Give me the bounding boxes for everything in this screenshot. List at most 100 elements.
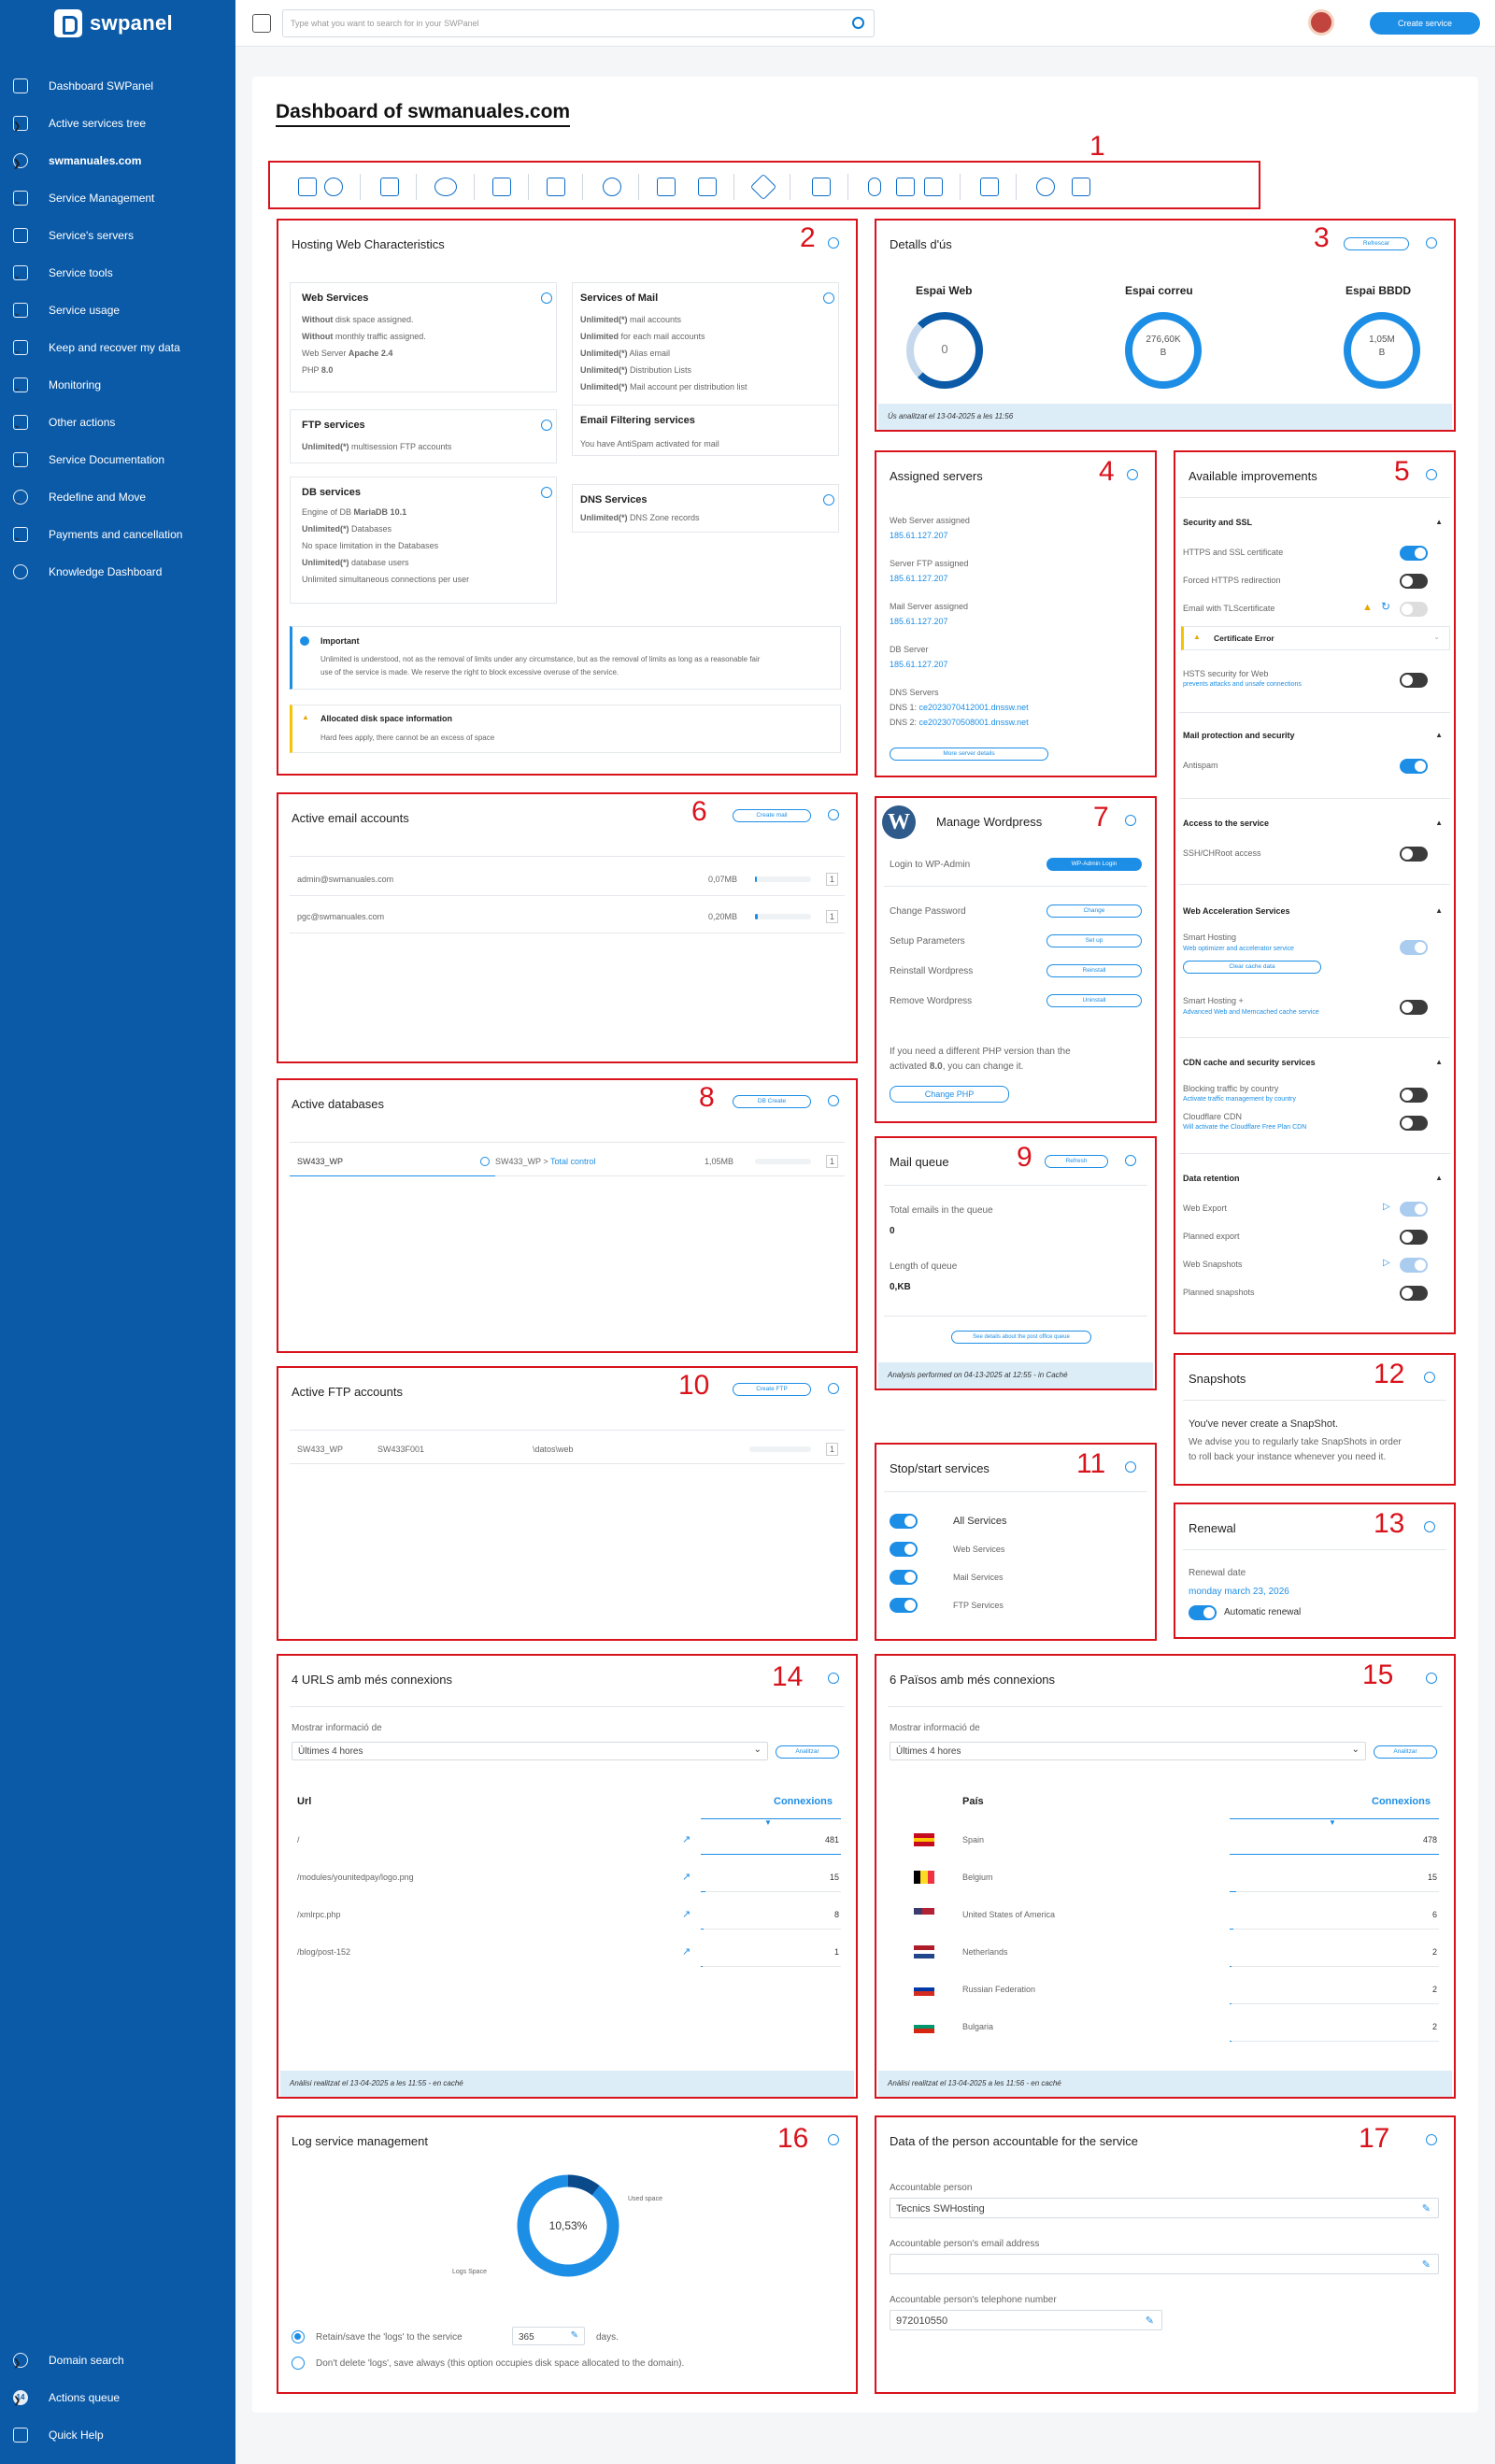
info-icon[interactable] [828, 237, 839, 249]
collapse-icon[interactable]: ▲ [1435, 518, 1443, 526]
total-control-link[interactable]: Total control [549, 1157, 596, 1166]
server-ip[interactable]: 185.61.127.207 [890, 617, 948, 626]
sidebar-item-dashboard[interactable]: Dashboard SWPanel [0, 67, 235, 105]
info-icon[interactable] [828, 1095, 839, 1106]
analyze-button[interactable]: Analitzar [776, 1745, 839, 1759]
toggle-https[interactable] [1400, 546, 1428, 561]
info-icon[interactable] [828, 809, 839, 820]
info-icon[interactable] [541, 420, 552, 431]
info-icon[interactable] [1426, 469, 1437, 480]
mail-icon[interactable] [298, 178, 317, 196]
info-icon[interactable] [823, 292, 834, 304]
info-icon[interactable] [1424, 1372, 1435, 1383]
camera-icon[interactable] [698, 178, 717, 196]
info-icon[interactable] [1125, 815, 1136, 826]
create-service-button[interactable]: Create service [1370, 12, 1480, 35]
ftp-name[interactable]: SW433_WP [297, 1445, 344, 1454]
collapse-icon[interactable]: ▲ [1435, 906, 1443, 915]
toggle-antispam[interactable] [1400, 759, 1428, 774]
collapse-icon[interactable]: ▲ [1435, 731, 1443, 739]
external-link-icon[interactable]: ↗ [682, 1872, 691, 1883]
world-icon[interactable] [1036, 178, 1055, 196]
time-range-select[interactable]: Últimes 4 hores ⌄ [292, 1742, 768, 1760]
sidebar-item-documentation[interactable]: Service Documentation ⌄ [0, 441, 235, 478]
sidebar-item-services-tree[interactable]: Active services tree ❯ [0, 105, 235, 142]
column-header-connections[interactable]: Connexions [774, 1796, 833, 1807]
refresh-button[interactable]: Refrescar [1344, 237, 1409, 250]
sidebar-item-actions-queue[interactable]: 14 Actions queue ❯ [0, 2379, 235, 2416]
refresh-button[interactable]: Refresh [1045, 1155, 1108, 1168]
info-icon[interactable] [1426, 237, 1437, 249]
keep-logs-radio[interactable] [292, 2357, 305, 2370]
sidebar-item-other-actions[interactable]: Other actions ⌄ [0, 404, 235, 441]
upload-icon[interactable] [657, 178, 676, 196]
toggle-automatic-renewal[interactable] [1189, 1605, 1217, 1620]
sidebar-item-keep-recover[interactable]: Keep and recover my data ⌄ [0, 329, 235, 366]
info-icon[interactable] [1424, 1521, 1435, 1532]
toggle-web-snapshots[interactable] [1400, 1258, 1428, 1273]
clear-cache-button[interactable]: Clear cache data [1183, 961, 1321, 974]
sidebar-item-tools[interactable]: Service tools ⌄ [0, 254, 235, 292]
play-icon[interactable]: ▷ [1383, 1258, 1390, 1268]
create-mail-button[interactable]: Create mail [733, 809, 811, 822]
collapse-icon[interactable]: ▲ [1435, 819, 1443, 827]
wrench-icon[interactable] [749, 173, 777, 201]
archive-box-icon[interactable] [547, 178, 565, 196]
info-icon[interactable] [1426, 1673, 1437, 1684]
logo[interactable]: swpanel [54, 9, 173, 37]
sidebar-item-servers[interactable]: Service's servers [0, 217, 235, 254]
sidebar-item-usage[interactable]: Service usage ⌄ [0, 292, 235, 329]
external-link-icon[interactable]: ↗ [682, 1909, 691, 1920]
toggle-hsts[interactable] [1400, 673, 1428, 688]
php-icon[interactable] [434, 178, 457, 196]
sidebar-item-domain-search[interactable]: Domain search ❯ [0, 2342, 235, 2379]
toggle-cloudflare[interactable] [1400, 1116, 1428, 1131]
globe-network-icon[interactable] [324, 178, 343, 196]
dns-link[interactable]: ce2023070412001.dnssw.net [918, 703, 1029, 712]
info-icon[interactable] [828, 2134, 839, 2145]
toggle-all-services[interactable] [890, 1514, 918, 1529]
email-address[interactable]: pgc@swmanuales.com [297, 912, 385, 921]
info-icon[interactable] [541, 487, 552, 498]
toggle-forced-https[interactable] [1400, 574, 1428, 589]
server-ip[interactable]: 185.61.127.207 [890, 660, 948, 669]
collapse-icon[interactable]: ▲ [1435, 1058, 1443, 1066]
database-add-icon[interactable] [924, 178, 943, 196]
list-icon[interactable] [812, 178, 831, 196]
accountable-phone-input[interactable]: 972010550 ✎ [890, 2310, 1162, 2330]
search-input[interactable]: Type what you want to search for in your… [282, 9, 875, 37]
edit-icon[interactable]: ✎ [570, 2330, 578, 2341]
refresh-icon[interactable]: ↻ [1381, 600, 1391, 613]
dns-link[interactable]: ce2023070508001.dnssw.net [918, 718, 1029, 727]
edit-icon[interactable]: ✎ [1421, 2259, 1431, 2271]
email-count[interactable]: 1 [826, 910, 839, 923]
uninstall-wordpress-button[interactable]: Uninstall [1046, 994, 1142, 1007]
toggle-web-services[interactable] [890, 1542, 918, 1557]
info-icon[interactable] [1125, 1461, 1136, 1473]
sidebar-item-payments[interactable]: Payments and cancellation ⌄ [0, 516, 235, 553]
retain-days-input[interactable]: 365 ✎ [512, 2327, 585, 2345]
toggle-planned-export[interactable] [1400, 1230, 1428, 1245]
toggle-ftp-services[interactable] [890, 1598, 918, 1613]
sidebar-item-monitoring[interactable]: Monitoring ⌄ [0, 366, 235, 404]
info-icon[interactable] [1125, 1155, 1136, 1166]
avatar[interactable] [1308, 9, 1334, 36]
db-count[interactable]: 1 [826, 1155, 839, 1168]
mail-check-icon[interactable] [1072, 178, 1090, 196]
ftp-count[interactable]: 1 [826, 1443, 839, 1456]
sync-icon[interactable] [603, 178, 621, 196]
collapse-sidebar-icon[interactable] [252, 14, 271, 33]
toggle-block-country[interactable] [1400, 1088, 1428, 1103]
toggle-ssh[interactable] [1400, 847, 1428, 862]
time-range-select[interactable]: Últimes 4 hores ⌄ [890, 1742, 1366, 1760]
column-header-connections[interactable]: Connexions [1372, 1796, 1431, 1807]
sidebar-item-domain[interactable]: swmanuales.com ❯ [0, 142, 235, 179]
sidebar-item-redefine[interactable]: Redefine and Move ⌄ [0, 478, 235, 516]
toggle-smart-hosting-plus[interactable] [1400, 1000, 1428, 1015]
info-icon[interactable] [1127, 469, 1138, 480]
edit-icon[interactable]: ✎ [1145, 2315, 1154, 2327]
wp-admin-login-button[interactable]: WP-Admin Login [1046, 858, 1142, 871]
certificate-error-dropdown[interactable]: ▲ Certificate Error ⌄ [1181, 626, 1450, 650]
change-php-button[interactable]: Change PHP [890, 1086, 1009, 1103]
file-add-icon[interactable] [380, 178, 399, 196]
